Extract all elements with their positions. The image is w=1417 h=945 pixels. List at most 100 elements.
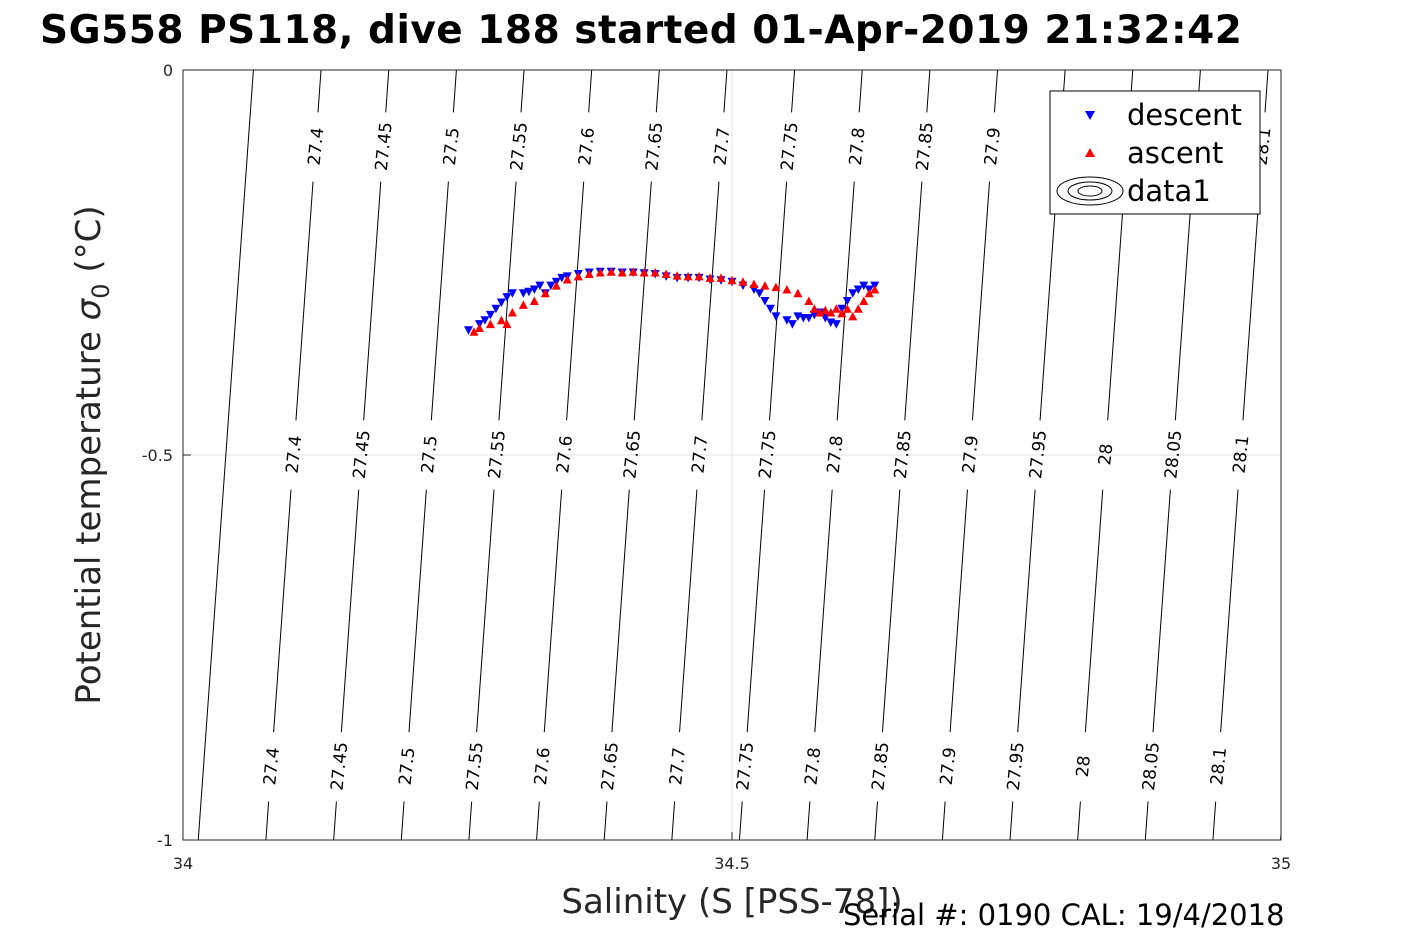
isopycnal-label: 27.4 [283, 435, 307, 475]
isopycnal-label: 27.9 [959, 435, 983, 475]
isopycnal-label: 27.75 [756, 429, 781, 479]
ascent-marker [606, 267, 616, 276]
legend-contour-icon [1056, 176, 1124, 206]
isopycnal-line [806, 801, 811, 841]
ascent-marker [760, 281, 770, 290]
ascent-marker [584, 269, 594, 279]
isopycnal-label: 27.45 [327, 741, 352, 791]
x-tick-label: 34 [173, 854, 193, 873]
legend-descent-marker [1085, 111, 1095, 120]
isopycnal-label: 28 [1073, 755, 1095, 779]
isopycnal-line [1077, 801, 1081, 841]
isopycnal-line [1084, 489, 1104, 733]
descent-marker [546, 281, 556, 291]
isopycnal-label: 28.05 [1161, 429, 1186, 479]
isopycnal-label: 27.5 [418, 435, 442, 475]
isopycnal-labels: 27.4 27.4 27.4 27.45 27.45 27.45 27.5 27.5 27.5 2… [260, 121, 1275, 791]
isopycnal-contours [197, 69, 1282, 841]
ascent-marker [573, 271, 583, 281]
ascent-marker [859, 296, 869, 305]
ascent-marker [502, 319, 512, 329]
isopycnal-label: 27.7 [666, 746, 690, 786]
data-points [463, 267, 880, 336]
ascent-marker [771, 282, 781, 292]
isopycnal-line [1107, 181, 1126, 421]
x-tick-label: 35 [1271, 854, 1291, 873]
isopycnal-line [881, 489, 901, 733]
isopycnal-line [1017, 489, 1036, 733]
isopycnal-label: 27.85 [891, 429, 916, 479]
ascent-marker [842, 304, 852, 313]
isopycnal-label: 27.9 [981, 127, 1005, 167]
ascent-marker [831, 304, 841, 313]
ascent-marker [837, 308, 847, 318]
descent-marker [848, 289, 858, 298]
ascent-marker [694, 271, 704, 281]
ascent-marker [848, 311, 858, 321]
descent-marker [859, 281, 869, 291]
isopycnal-line [655, 69, 660, 113]
isopycnal-line [769, 181, 788, 421]
descent-marker [853, 285, 863, 294]
isopycnal-label: 27.5 [440, 127, 464, 167]
x-tick-label: 34.5 [714, 854, 750, 873]
isopycnal-label: 27.6 [531, 746, 555, 786]
isopycnal-label: 28.05 [1139, 741, 1164, 791]
ascent-marker [826, 308, 836, 317]
isopycnal-label: 27.9 [937, 746, 961, 786]
ascent-marker [727, 275, 737, 285]
isopycnal-label: 27.65 [642, 121, 667, 171]
ascent-marker [870, 284, 880, 294]
isopycnal-line [858, 69, 863, 113]
ascent-marker [864, 288, 874, 298]
isopycnal-label: 27.6 [575, 127, 599, 167]
isopycnal-line [993, 69, 998, 113]
ascent-marker [529, 296, 539, 305]
isopycnal-line [926, 69, 931, 113]
isopycnal-label: 27.85 [869, 741, 894, 791]
ascent-marker [749, 279, 759, 289]
isopycnal-line [1220, 489, 1239, 733]
ascent-marker [595, 268, 605, 277]
isopycnal-line [452, 69, 457, 113]
chart-title: SG558 PS118, dive 188 started 01-Apr-201… [40, 8, 1243, 53]
ascent-marker [705, 273, 715, 282]
isopycnal-label: 27.8 [846, 127, 870, 167]
isopycnal-line [197, 69, 254, 841]
isopycnal-line [611, 489, 630, 733]
legend-box [1049, 90, 1261, 215]
isopycnal-line [874, 801, 878, 841]
descent-marker [535, 281, 545, 291]
isopycnal-line [679, 489, 698, 733]
ascent-marker [469, 327, 479, 336]
ascent-marker [617, 268, 627, 277]
ascent-marker [540, 288, 550, 298]
ascent-marker [496, 315, 506, 325]
descent-marker [491, 304, 501, 314]
isopycnal-line [265, 801, 270, 841]
isopycnal-line [340, 489, 360, 733]
ascent-marker [672, 271, 682, 280]
ascent-marker [683, 271, 693, 281]
isopycnal-line [1174, 181, 1193, 421]
ascent-marker [518, 300, 528, 309]
isopycnal-line [476, 489, 495, 733]
isopycnal-line [408, 489, 427, 733]
y-tick-label: 0 [163, 61, 173, 80]
ascent-marker [650, 268, 660, 277]
descent-marker [496, 298, 506, 308]
isopycnal-label: 27.75 [733, 741, 758, 791]
descent-marker [557, 273, 567, 283]
isopycnal-label: 27.5 [396, 746, 420, 786]
isopycnal-line [1144, 801, 1149, 841]
isopycnal-line [738, 801, 743, 841]
axis-ticks: 34 34.5 35 0 -0.5 -1 [142, 61, 1291, 873]
isopycnal-label: 27.95 [1004, 741, 1029, 791]
ascent-marker [661, 269, 671, 279]
isopycnal-label: 27.6 [553, 435, 577, 475]
isopycnal-line [273, 489, 292, 733]
descent-marker [485, 310, 495, 320]
isopycnal-line [904, 181, 923, 421]
legend-ascent-label: ascent [1127, 136, 1223, 170]
